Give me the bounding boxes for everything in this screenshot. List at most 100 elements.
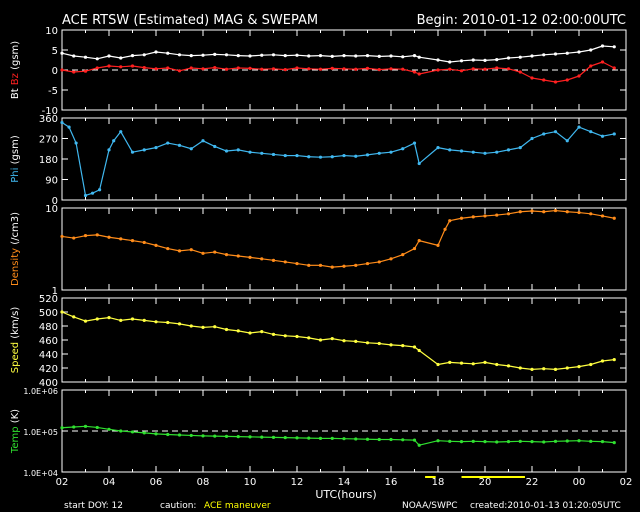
phi-segment [155, 142, 168, 149]
density-segment [273, 259, 286, 263]
density-segment [590, 213, 603, 217]
phi-segment [566, 126, 580, 142]
panel-temp: 1.0E+06 1.0E+05 1.0E+04 Temp (K) [10, 387, 627, 478]
density-segment [167, 247, 180, 252]
density-segment [567, 211, 580, 214]
y-axis-label: Density (/cm3) [10, 212, 21, 286]
speed-segment [520, 367, 533, 370]
density-segment [191, 249, 204, 254]
speed-segment [179, 323, 192, 327]
density-segment [261, 258, 274, 261]
x-tick-label: 04 [103, 477, 116, 488]
bt-point [401, 55, 405, 59]
y-tick-label: 420 [39, 364, 58, 375]
phi-segment [543, 131, 556, 135]
y-tick-label: 5 [52, 46, 58, 57]
speed-segment [567, 366, 580, 369]
phi-segment [402, 142, 415, 150]
phi-segment [113, 131, 122, 142]
bz-segment [402, 68, 415, 73]
bz-segment [602, 61, 615, 69]
bz-segment [437, 68, 450, 71]
bt-segment [132, 54, 145, 57]
x-tick-label: 18 [432, 477, 445, 488]
speed-segment [61, 311, 74, 318]
density-segment [449, 217, 462, 222]
phi-segment [261, 152, 274, 156]
caution-label: caution: [160, 501, 196, 511]
phi-segment [519, 138, 533, 149]
phi-segment [214, 145, 227, 152]
y-axis-label: Temp (K) [10, 409, 21, 454]
phi-segment [190, 140, 204, 150]
temp-segment [578, 440, 591, 442]
density-point [60, 234, 64, 239]
bt-point [201, 53, 205, 57]
density-segment [402, 248, 415, 256]
phi-segment [531, 133, 544, 140]
density-segment [578, 211, 591, 215]
bz-segment [249, 67, 262, 70]
bt-segment [390, 55, 403, 58]
temp-segment [73, 425, 86, 428]
phi-segment [367, 152, 380, 156]
speed-segment [332, 338, 345, 342]
y-tick-label: 400 [39, 378, 58, 389]
bz-segment [496, 67, 509, 70]
bz-segment [484, 67, 497, 70]
phi-segment [473, 151, 486, 154]
phi-segment [449, 149, 462, 152]
speed-segment [590, 360, 603, 366]
bz-segment [179, 67, 192, 72]
panel-phi: 360 270 180 90 0 Phi (gsm) [10, 114, 627, 207]
phi-segment [379, 151, 392, 154]
speed-segment [367, 342, 380, 345]
phi-segment [332, 154, 345, 158]
density-segment [214, 251, 227, 256]
speed-segment [249, 331, 262, 334]
phi-segment [578, 126, 591, 133]
bt-segment [167, 52, 180, 56]
speed-segment [73, 316, 86, 322]
bz-segment [578, 65, 592, 77]
phi-segment [343, 154, 356, 157]
phi-segment [461, 150, 474, 153]
begin-time: Begin: 2010-01-12 02:00:00UTC [417, 13, 626, 28]
bz-segment [273, 68, 286, 71]
density-segment [473, 215, 486, 218]
speed-segment [238, 330, 251, 334]
speed-segment [473, 361, 486, 365]
density-segment [543, 209, 556, 213]
phi-segment [179, 144, 192, 150]
bt-segment [296, 54, 309, 57]
phi-segment [144, 147, 157, 151]
phi-segment [167, 142, 180, 146]
y-tick-label: 90 [45, 176, 58, 187]
bz-segment [61, 69, 74, 73]
bz-segment [531, 77, 544, 81]
density-segment [390, 254, 403, 260]
bt-point [459, 59, 464, 63]
bz-segment [144, 67, 157, 70]
bz-segment [519, 71, 533, 79]
speed-segment [555, 367, 568, 370]
bz-segment [508, 68, 521, 73]
speed-segment [379, 342, 392, 346]
density-segment [296, 262, 309, 266]
density-segment [132, 240, 145, 244]
y-tick-label: 10 [45, 204, 58, 215]
series-temp [60, 424, 616, 447]
temp-segment [437, 440, 450, 442]
temp-segment [155, 433, 168, 436]
speed-segment [390, 344, 403, 347]
speed-segment [437, 361, 450, 366]
phi-segment [390, 148, 403, 153]
speed-segment [602, 359, 615, 362]
phi-segment [249, 151, 262, 154]
y-tick-label: 180 [39, 155, 58, 166]
bz-segment [73, 70, 86, 73]
phi-segment [413, 142, 420, 164]
y-tick-label: 440 [39, 350, 58, 361]
speed-segment [214, 326, 227, 331]
